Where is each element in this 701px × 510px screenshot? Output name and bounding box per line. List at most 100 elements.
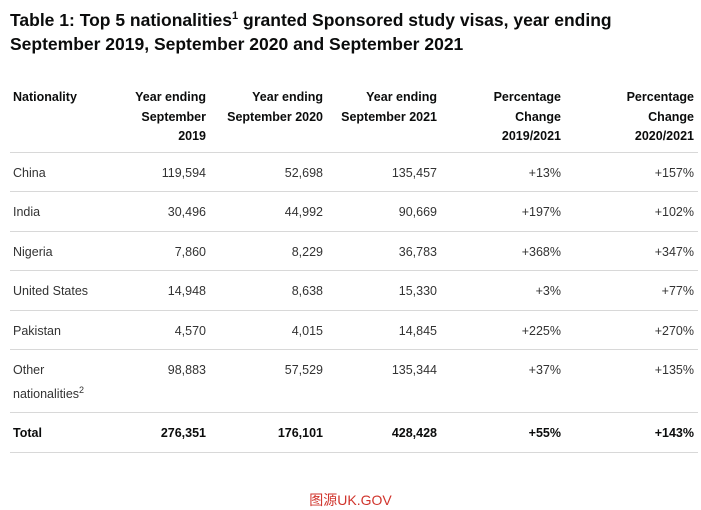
cell-y2019: 276,351: [108, 412, 210, 453]
cell-y2021: 135,457: [327, 152, 441, 192]
cell-pc2021: +157%: [565, 152, 698, 192]
cell-nationality: India: [10, 191, 108, 232]
y2020-value: 57,529: [284, 363, 323, 377]
y2019-value: 98,883: [167, 363, 206, 377]
cell-pc2021: +270%: [565, 310, 698, 350]
pc1921-value: +55%: [528, 426, 561, 441]
y2019-value: 119,594: [161, 165, 206, 180]
cell-nationality: Nigeria: [10, 231, 108, 271]
table-row: United States 14,948 8,638 15,330 +3% +77%: [10, 270, 698, 311]
cell-y2020: 52,698: [210, 152, 327, 192]
cell-y2021: 36,783: [327, 231, 441, 271]
cell-pc1921: +197%: [441, 191, 565, 232]
cell-pc2021: +143%: [565, 412, 698, 453]
pc2021-value: +143%: [654, 426, 694, 441]
header-2020: Year ending September 2020: [210, 84, 327, 153]
pc2021-value: +157%: [654, 165, 694, 180]
cell-nationality: Other nationalities2: [10, 349, 108, 414]
y2019-value: 4,570: [174, 323, 206, 338]
pc1921-value: +225%: [521, 323, 561, 338]
cell-y2019: 98,883: [108, 349, 210, 414]
header-change-2020-2021: Percentage Change 2020/2021: [565, 84, 698, 153]
image-source-caption: 图源UK.GOV: [309, 492, 392, 508]
cell-nationality: United States: [10, 270, 108, 311]
cell-pc1921: +225%: [441, 310, 565, 350]
y2021-value: 15,330: [398, 284, 437, 298]
nationality-value: Other nationalities: [13, 363, 80, 401]
pc1921-value: +368%: [521, 244, 561, 259]
pc2021-value: +102%: [654, 205, 694, 219]
nationality-value: Pakistan: [13, 323, 61, 338]
table-row: Nigeria 7,860 8,229 36,783 +368% +347%: [10, 231, 698, 271]
y2020-value: 176,101: [277, 426, 323, 441]
cell-pc2021: +102%: [565, 191, 698, 232]
cell-y2020: 176,101: [210, 412, 327, 453]
footnote-marker: 2: [79, 384, 85, 395]
header-2021: Year ending September 2021: [327, 84, 441, 153]
pc2021-value: +135%: [654, 363, 694, 377]
nationality-value: Nigeria: [13, 244, 53, 259]
cell-y2019: 4,570: [108, 310, 210, 350]
cell-y2020: 44,992: [210, 191, 327, 232]
y2019-value: 7,860: [174, 244, 206, 259]
pc2021-value: +347%: [654, 244, 694, 259]
cell-pc2021: +77%: [565, 270, 698, 311]
y2019-value: 276,351: [160, 426, 206, 441]
nationality-value: Total: [13, 426, 42, 441]
table-row: India 30,496 44,992 90,669 +197% +102%: [10, 191, 698, 232]
y2020-value: 8,229: [291, 244, 323, 259]
cell-nationality: China: [10, 152, 108, 192]
cell-pc1921: +368%: [441, 231, 565, 271]
table-title: Table 1: Top 5 nationalities1 granted Sp…: [10, 9, 612, 54]
cell-pc2021: +135%: [565, 349, 698, 414]
cell-y2021: 14,845: [327, 310, 441, 350]
nationality-value: India: [13, 205, 41, 219]
cell-y2021: 90,669: [327, 191, 441, 232]
header-change-2019-2021: Percentage Change 2019/2021: [441, 84, 565, 153]
cell-pc1921: +37%: [441, 349, 565, 414]
y2021-value: 135,344: [391, 363, 437, 377]
y2020-value: 8,638: [291, 284, 323, 298]
y2019-value: 30,496: [167, 205, 206, 219]
cell-y2020: 4,015: [210, 310, 327, 350]
table-row: Pakistan 4,570 4,015 14,845 +225% +270%: [10, 310, 698, 350]
cell-y2019: 30,496: [108, 191, 210, 232]
cell-y2021: 15,330: [327, 270, 441, 311]
y2021-value: 36,783: [398, 244, 437, 259]
cell-pc2021: +347%: [565, 231, 698, 271]
cell-y2020: 8,638: [210, 270, 327, 311]
cell-nationality: Pakistan: [10, 310, 108, 350]
pc1921-value: +37%: [528, 363, 561, 377]
cell-pc1921: +3%: [441, 270, 565, 311]
total-row: Total 276,351 176,101 428,428 +55% +143%: [10, 412, 698, 453]
header-nationality: Nationality: [10, 84, 108, 153]
y2020-value: 44,992: [284, 205, 323, 219]
nationality-value: United States: [13, 284, 89, 298]
cell-y2021: 428,428: [327, 412, 441, 453]
pc2021-value: +270%: [654, 323, 694, 338]
cell-nationality: Total: [10, 412, 108, 453]
pc2021-value: +77%: [661, 284, 694, 298]
y2021-value: 135,457: [391, 165, 437, 180]
visa-table: Nationality Year ending September 2019 Y…: [10, 84, 698, 453]
nationality-value: China: [13, 165, 46, 180]
pc1921-value: +3%: [535, 284, 561, 298]
y2021-value: 428,428: [391, 426, 437, 441]
table-row: Other nationalities2 98,883 57,529 135,344 +…: [10, 349, 698, 414]
cell-y2021: 135,344: [327, 349, 441, 414]
y2021-value: 14,845: [398, 323, 437, 338]
y2021-value: 90,669: [398, 205, 437, 219]
y2020-value: 4,015: [291, 323, 323, 338]
header-row: Nationality Year ending September 2019 Y…: [10, 84, 698, 153]
cell-pc1921: +13%: [441, 152, 565, 192]
y2019-value: 14,948: [167, 284, 206, 298]
header-2019: Year ending September 2019: [108, 84, 210, 153]
y2020-value: 52,698: [284, 165, 323, 180]
pc1921-value: +197%: [521, 205, 561, 219]
cell-y2020: 57,529: [210, 349, 327, 414]
table-row: China 119,594 52,698 135,457 +13% +157%: [10, 152, 698, 192]
pc1921-value: +13%: [528, 165, 561, 180]
cell-y2019: 14,948: [108, 270, 210, 311]
cell-pc1921: +55%: [441, 412, 565, 453]
cell-y2019: 7,860: [108, 231, 210, 271]
